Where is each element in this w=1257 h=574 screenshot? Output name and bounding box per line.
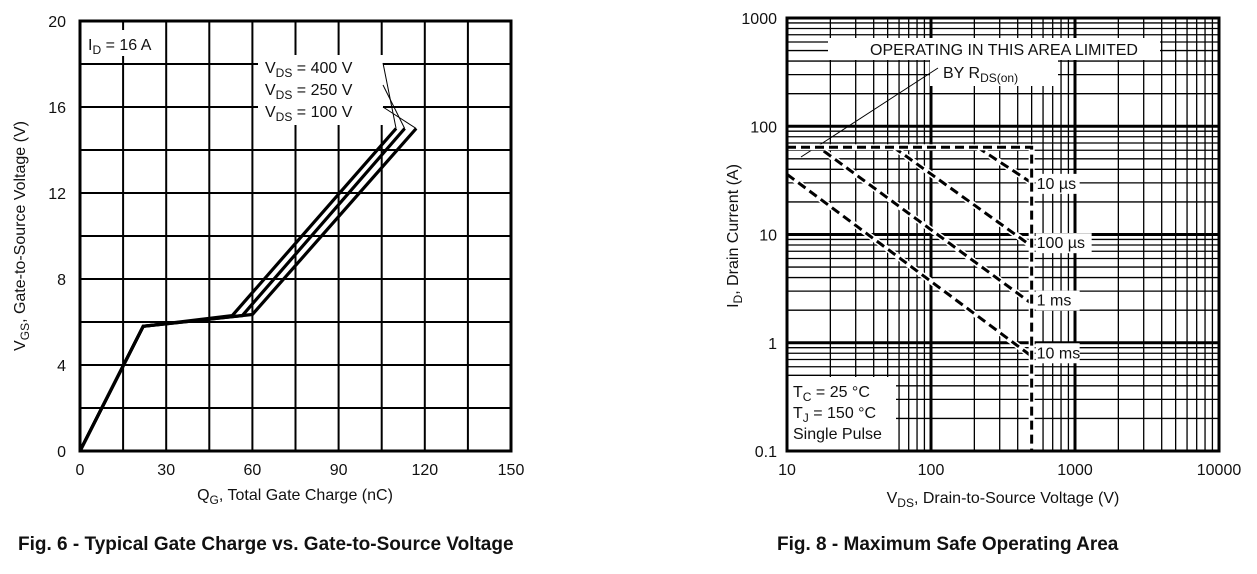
legend-bg — [258, 55, 383, 125]
series-label-1: 100 µs — [1037, 235, 1085, 252]
x-tick-label: 10000 — [1197, 462, 1242, 479]
y-tick-label: 4 — [57, 358, 66, 375]
plot-frame — [785, 16, 1221, 453]
id-annotation: ID = 16 A — [88, 37, 152, 57]
series-lines — [785, 144, 1035, 451]
y-tick-label: 100 — [750, 119, 777, 136]
x-tick-label: 1000 — [1057, 462, 1093, 479]
text-sub: DS — [276, 66, 293, 80]
conditions-bg — [788, 377, 896, 450]
text-main: T — [793, 384, 803, 401]
text-main: V — [265, 104, 276, 121]
plot-frame — [78, 19, 513, 453]
y-tick-label: 12 — [48, 186, 66, 203]
text-sub: C — [803, 390, 812, 404]
legend-label-0: VDS = 400 V — [265, 60, 353, 80]
grid — [787, 18, 1219, 451]
y-tick-label: 0.1 — [755, 444, 777, 461]
series-line-0 — [976, 145, 1033, 185]
x-tick-label: 120 — [411, 462, 438, 479]
legend-leader-line — [382, 62, 397, 129]
chart-title: Fig. 8 - Maximum Safe Operating Area — [777, 534, 1119, 555]
x-tick-label: 150 — [498, 462, 525, 479]
x-tick-label: 90 — [330, 462, 348, 479]
limit-text-line1: OPERATING IN THIS AREA LIMITED — [870, 42, 1138, 59]
series-label-bg — [1035, 343, 1080, 364]
legend-label-2: VDS = 100 V — [265, 104, 353, 124]
text-sub: J — [803, 411, 809, 425]
limit-text-bg-2 — [930, 60, 1058, 86]
limit-text-line2: BY RDS(on) — [943, 65, 1018, 85]
text-sub: DS — [276, 88, 293, 102]
series-line-2 — [78, 127, 418, 452]
x-tick-label: 60 — [244, 462, 262, 479]
safe-operating-area-chart: 10 100 1000 10000 0.1 1 10 100 1000 OPERATING IN… — [725, 11, 1241, 555]
x-tick-label: 30 — [157, 462, 175, 479]
x-tick-label: 10 — [778, 462, 796, 479]
y-tick-label: 0 — [57, 444, 66, 461]
series-label-bg — [1035, 173, 1080, 194]
series-line-0 — [78, 127, 398, 452]
series-line-1 — [892, 146, 1033, 248]
limit-line — [787, 145, 1034, 451]
y-tick-label: 20 — [48, 14, 66, 31]
condition-0: TC = 25 °C — [793, 384, 870, 404]
text-main: V — [265, 82, 276, 99]
y-tick-label: 1000 — [741, 11, 777, 28]
x-axis-label: QG, Total Gate Charge (nC) — [197, 487, 393, 507]
y-tick-label: 8 — [57, 272, 66, 289]
series-label-3: 10 ms — [1037, 345, 1081, 362]
text-rest: = 25 °C — [811, 384, 869, 401]
text-sub: DS — [276, 110, 293, 124]
y-axis-label: ID, Drain Current (A) — [725, 164, 745, 308]
legend-leader-line — [382, 84, 406, 129]
x-tick-label: 100 — [918, 462, 945, 479]
series-label-bg — [1035, 290, 1080, 311]
y-tick-label: 10 — [759, 228, 777, 245]
y-tick-label: 1 — [768, 336, 777, 353]
text-rest: = 250 V — [292, 82, 352, 99]
y-axis-label: VGS, Gate-to-Source Voltage (V) — [12, 121, 32, 351]
series-line-1 — [78, 127, 406, 452]
series-label-bg — [1035, 233, 1092, 254]
rds-on-leader-line — [800, 67, 939, 158]
legend-label-1: VDS = 250 V — [265, 82, 353, 102]
series-label-0: 10 µs — [1037, 176, 1076, 193]
text-rest: = 400 V — [292, 60, 352, 77]
text-rest: = 100 V — [292, 104, 352, 121]
tick-labels: 0 30 60 90 120 150 0 4 8 12 16 20 — [48, 14, 524, 479]
series-lines — [78, 127, 418, 452]
series-labels: 10 µs 100 µs 1 ms 10 ms — [1035, 173, 1092, 364]
annotation-bg — [84, 30, 160, 56]
x-axis-label: VDS, Drain-to-Source Voltage (V) — [887, 490, 1120, 510]
limit-text-bg — [828, 38, 1160, 60]
text-rest: = 150 °C — [809, 405, 876, 422]
y-tick-label: 16 — [48, 100, 66, 117]
tick-labels: 10 100 1000 10000 0.1 1 10 100 1000 — [741, 11, 1241, 479]
text-main: V — [265, 60, 276, 77]
text-main: Single Pulse — [793, 426, 882, 443]
series-label-2: 1 ms — [1037, 293, 1072, 310]
condition-1: TJ = 150 °C — [793, 405, 876, 425]
x-tick-label: 0 — [76, 462, 85, 479]
series-line-2 — [822, 149, 1033, 305]
text-main: T — [793, 405, 803, 422]
chart-title: Fig. 6 - Typical Gate Charge vs. Gate-to… — [18, 534, 514, 555]
series-line-3 — [786, 173, 1033, 358]
legend-leader-line — [382, 106, 417, 129]
condition-2: Single Pulse — [793, 426, 882, 443]
